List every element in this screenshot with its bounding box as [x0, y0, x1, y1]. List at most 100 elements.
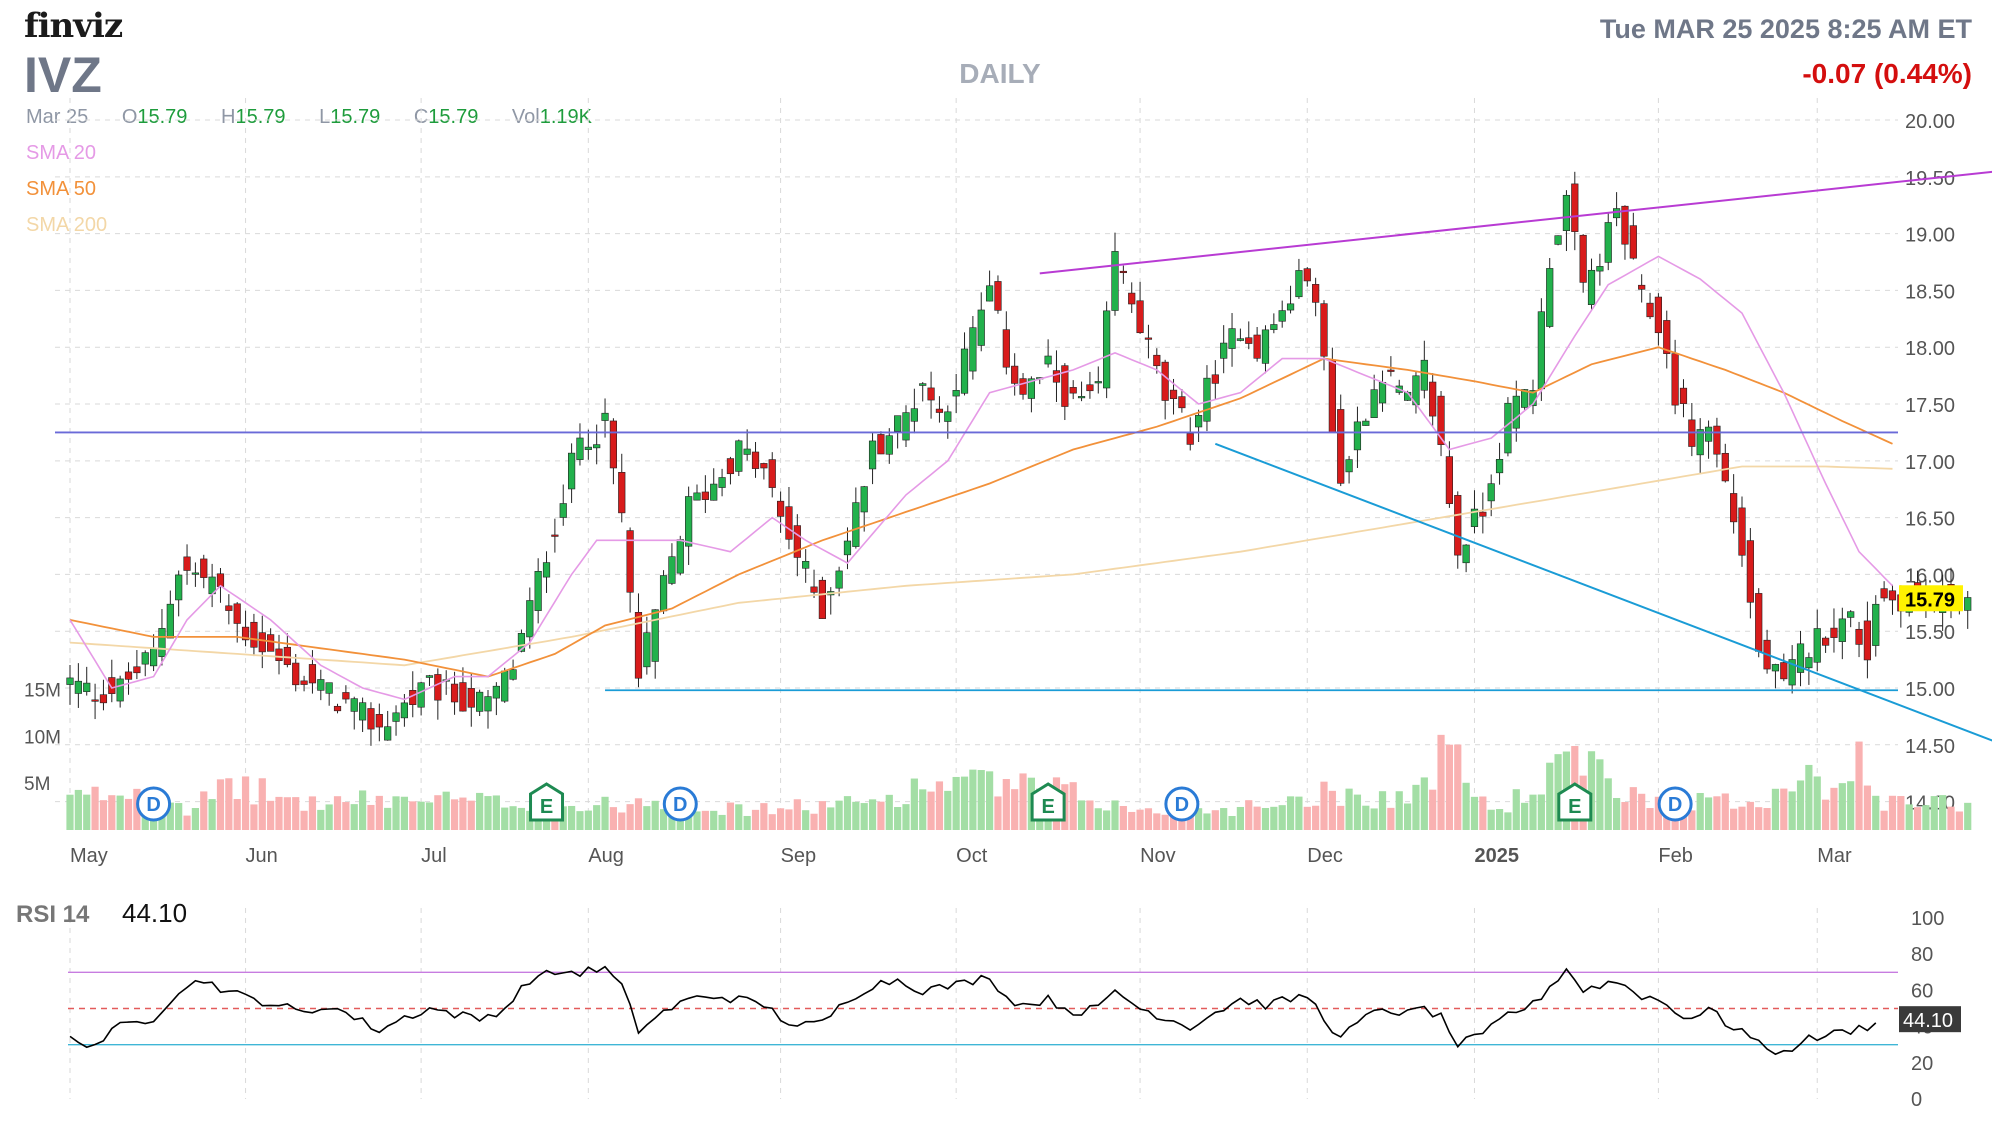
candle-body	[835, 570, 843, 589]
volume-bar	[977, 770, 985, 830]
candle-body	[609, 420, 617, 469]
finviz-logo[interactable]: finviz	[24, 6, 123, 46]
candle-body	[1278, 310, 1286, 322]
volume-bar	[333, 796, 342, 830]
candle-body	[492, 685, 500, 699]
volume-bar	[1161, 814, 1169, 830]
candle-body	[1437, 395, 1445, 445]
candle-body	[400, 702, 409, 719]
candle-body	[1704, 426, 1713, 442]
candle-body	[1270, 324, 1278, 330]
volume-bar	[1454, 744, 1462, 830]
volume-bar	[375, 795, 383, 830]
volume-bar	[1838, 783, 1846, 830]
candle-body	[593, 444, 601, 449]
volume-bar	[434, 795, 442, 830]
candle-body	[868, 440, 877, 470]
candle-body	[1830, 627, 1838, 638]
candle-body	[267, 634, 275, 652]
volume-bar	[1404, 803, 1412, 830]
datetime-label: Tue MAR 25 2025 8:25 AM ET	[1599, 14, 1972, 44]
close-label: C	[413, 106, 429, 128]
volume-bar	[1537, 794, 1545, 830]
candle-body	[1964, 597, 1972, 611]
candle-body	[99, 694, 108, 704]
candle-body	[108, 677, 116, 694]
candle-body	[292, 662, 300, 686]
volume-bar	[1713, 796, 1721, 830]
x-tick-label: Sep	[781, 845, 817, 867]
volume-bar	[1738, 806, 1746, 830]
candle-body	[300, 680, 308, 685]
candle-body	[1780, 662, 1788, 680]
sma20-legend[interactable]: SMA 20	[26, 142, 97, 164]
volume-bar	[1922, 805, 1930, 830]
candle-body	[1353, 421, 1362, 451]
volume-bar	[417, 801, 425, 830]
volume-bar	[183, 815, 191, 830]
close-value: 15.79	[428, 106, 479, 128]
dividend-marker	[1164, 786, 1200, 822]
volume-bar	[1755, 807, 1763, 830]
candle-body	[542, 562, 551, 578]
candle-body	[768, 459, 776, 488]
volume-bar	[175, 803, 183, 830]
volume-bar	[710, 810, 718, 830]
volume-bar	[843, 796, 852, 830]
candle-body	[1186, 433, 1194, 445]
candle-body	[1011, 365, 1019, 384]
candle-body	[977, 309, 985, 346]
volume-bar	[392, 796, 400, 830]
volume-bar	[208, 799, 216, 830]
candle-body	[1679, 387, 1688, 404]
candle-body	[342, 692, 350, 700]
last-price-tag	[1899, 585, 1963, 612]
candle-body	[1746, 540, 1754, 603]
volume-bar	[868, 799, 877, 830]
candle-body	[1286, 303, 1295, 311]
low-label: L	[319, 106, 331, 128]
candle-body	[1320, 303, 1328, 357]
x-tick-label: Oct	[956, 845, 988, 867]
candle-body	[776, 500, 785, 517]
candle-body	[618, 472, 626, 514]
x-tick-label: Mar	[1817, 845, 1852, 867]
candle-body	[1245, 337, 1253, 344]
volume-bar	[1479, 796, 1487, 830]
sma50-legend[interactable]: SMA 50	[26, 178, 97, 200]
volume-bar	[1211, 810, 1219, 830]
volume-bar	[885, 794, 893, 830]
volume-bar	[1011, 789, 1019, 830]
sma200-legend[interactable]: SMA 200	[26, 214, 108, 236]
x-tick-label: May	[70, 845, 108, 867]
volume-bar	[777, 808, 785, 830]
candle-body	[693, 492, 701, 501]
sma200-line	[69, 465, 1893, 667]
candle-body	[1696, 429, 1704, 456]
volume-bar	[124, 798, 133, 830]
candle-body	[434, 674, 442, 701]
candle-body	[1805, 657, 1813, 669]
volume-bar	[1370, 808, 1378, 830]
candle-body	[735, 440, 743, 472]
volume-bar	[818, 801, 826, 830]
candle-body	[1077, 396, 1086, 399]
rsi-value-tag	[1899, 1006, 1961, 1033]
volume-bar	[827, 807, 835, 830]
period-label-text: DAILY	[959, 58, 1041, 89]
candle-body	[1730, 493, 1738, 523]
volume-bar	[1086, 800, 1094, 830]
volume-bar	[258, 778, 266, 830]
rsi-tick-label: 20	[1911, 1053, 1933, 1075]
candle-body	[668, 556, 676, 584]
volume-bar	[384, 807, 392, 830]
volume-bar	[1136, 809, 1144, 830]
candle-body	[1370, 389, 1378, 418]
volume-bar	[166, 802, 174, 830]
candle-body	[1579, 234, 1587, 283]
volume-bar	[1696, 792, 1704, 830]
candle-body	[1546, 268, 1554, 327]
volume-bar	[1504, 812, 1512, 830]
upper-trendline	[1039, 170, 1992, 275]
